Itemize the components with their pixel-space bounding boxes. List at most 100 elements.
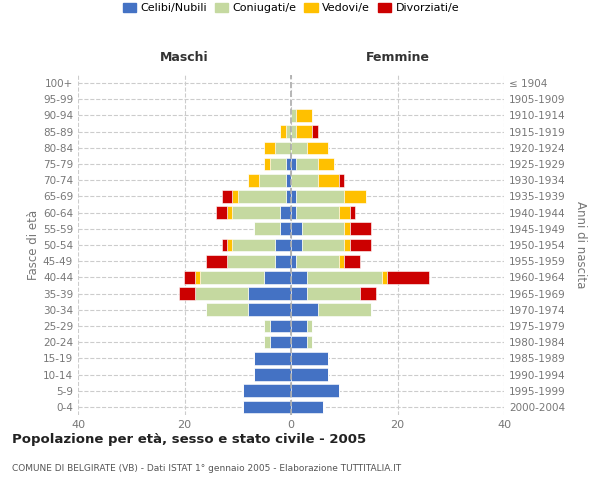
Bar [291,368,328,381]
Y-axis label: Anni di nascita: Anni di nascita [574,202,587,288]
Bar [307,336,313,348]
Bar [291,352,328,364]
Bar [265,336,270,348]
Bar [350,238,371,252]
Bar [222,190,232,202]
Bar [265,320,270,332]
Text: COMUNE DI BELGIRATE (VB) - Dati ISTAT 1° gennaio 2005 - Elaborazione TUTTITALIA.: COMUNE DI BELGIRATE (VB) - Dati ISTAT 1°… [12,464,401,473]
Bar [291,384,339,397]
Bar [291,206,296,219]
Bar [344,255,360,268]
Bar [248,174,259,186]
Bar [291,255,296,268]
Bar [270,158,286,170]
Bar [259,174,286,186]
Legend: Celibi/Nubili, Coniugati/e, Vedovi/e, Divorziati/e: Celibi/Nubili, Coniugati/e, Vedovi/e, Di… [121,0,461,16]
Bar [275,142,291,154]
Bar [339,206,350,219]
Bar [238,190,286,202]
Bar [291,288,307,300]
Bar [217,206,227,219]
Bar [291,238,302,252]
Bar [296,126,313,138]
Bar [291,174,317,186]
Bar [265,271,291,283]
Bar [280,222,291,235]
Bar [275,238,291,252]
Bar [280,206,291,219]
Bar [222,238,227,252]
Bar [254,222,280,235]
Bar [291,142,307,154]
Bar [307,288,360,300]
Bar [280,126,286,138]
Bar [291,336,307,348]
Bar [313,126,317,138]
Bar [195,288,248,300]
Bar [291,271,307,283]
Bar [291,222,302,235]
Bar [232,206,280,219]
Bar [286,174,291,186]
Bar [227,255,275,268]
Bar [339,174,344,186]
Bar [296,206,339,219]
Bar [291,400,323,413]
Bar [317,174,339,186]
Bar [206,304,248,316]
Bar [302,238,344,252]
Bar [307,320,313,332]
Bar [350,222,371,235]
Bar [387,271,430,283]
Text: Popolazione per età, sesso e stato civile - 2005: Popolazione per età, sesso e stato civil… [12,432,366,446]
Bar [291,158,296,170]
Y-axis label: Fasce di età: Fasce di età [27,210,40,280]
Bar [200,271,265,283]
Bar [296,190,344,202]
Bar [296,255,339,268]
Bar [206,255,227,268]
Bar [275,255,291,268]
Bar [307,271,382,283]
Bar [291,320,307,332]
Bar [179,288,195,300]
Bar [227,206,232,219]
Bar [248,304,291,316]
Bar [254,352,291,364]
Bar [232,238,275,252]
Bar [296,158,317,170]
Bar [243,384,291,397]
Bar [344,238,350,252]
Bar [254,368,291,381]
Text: Maschi: Maschi [160,50,209,64]
Bar [270,320,291,332]
Bar [350,206,355,219]
Bar [286,158,291,170]
Text: Femmine: Femmine [365,50,430,64]
Bar [227,238,232,252]
Bar [195,271,200,283]
Bar [317,304,371,316]
Bar [270,336,291,348]
Bar [291,109,296,122]
Bar [291,126,296,138]
Bar [243,400,291,413]
Bar [360,288,376,300]
Bar [344,222,350,235]
Bar [291,304,317,316]
Bar [232,190,238,202]
Bar [382,271,387,283]
Bar [344,190,365,202]
Bar [291,190,296,202]
Bar [185,271,195,283]
Bar [339,255,344,268]
Bar [317,158,334,170]
Bar [296,109,313,122]
Bar [307,142,328,154]
Bar [286,190,291,202]
Bar [286,126,291,138]
Bar [248,288,291,300]
Bar [302,222,344,235]
Bar [265,158,270,170]
Bar [265,142,275,154]
